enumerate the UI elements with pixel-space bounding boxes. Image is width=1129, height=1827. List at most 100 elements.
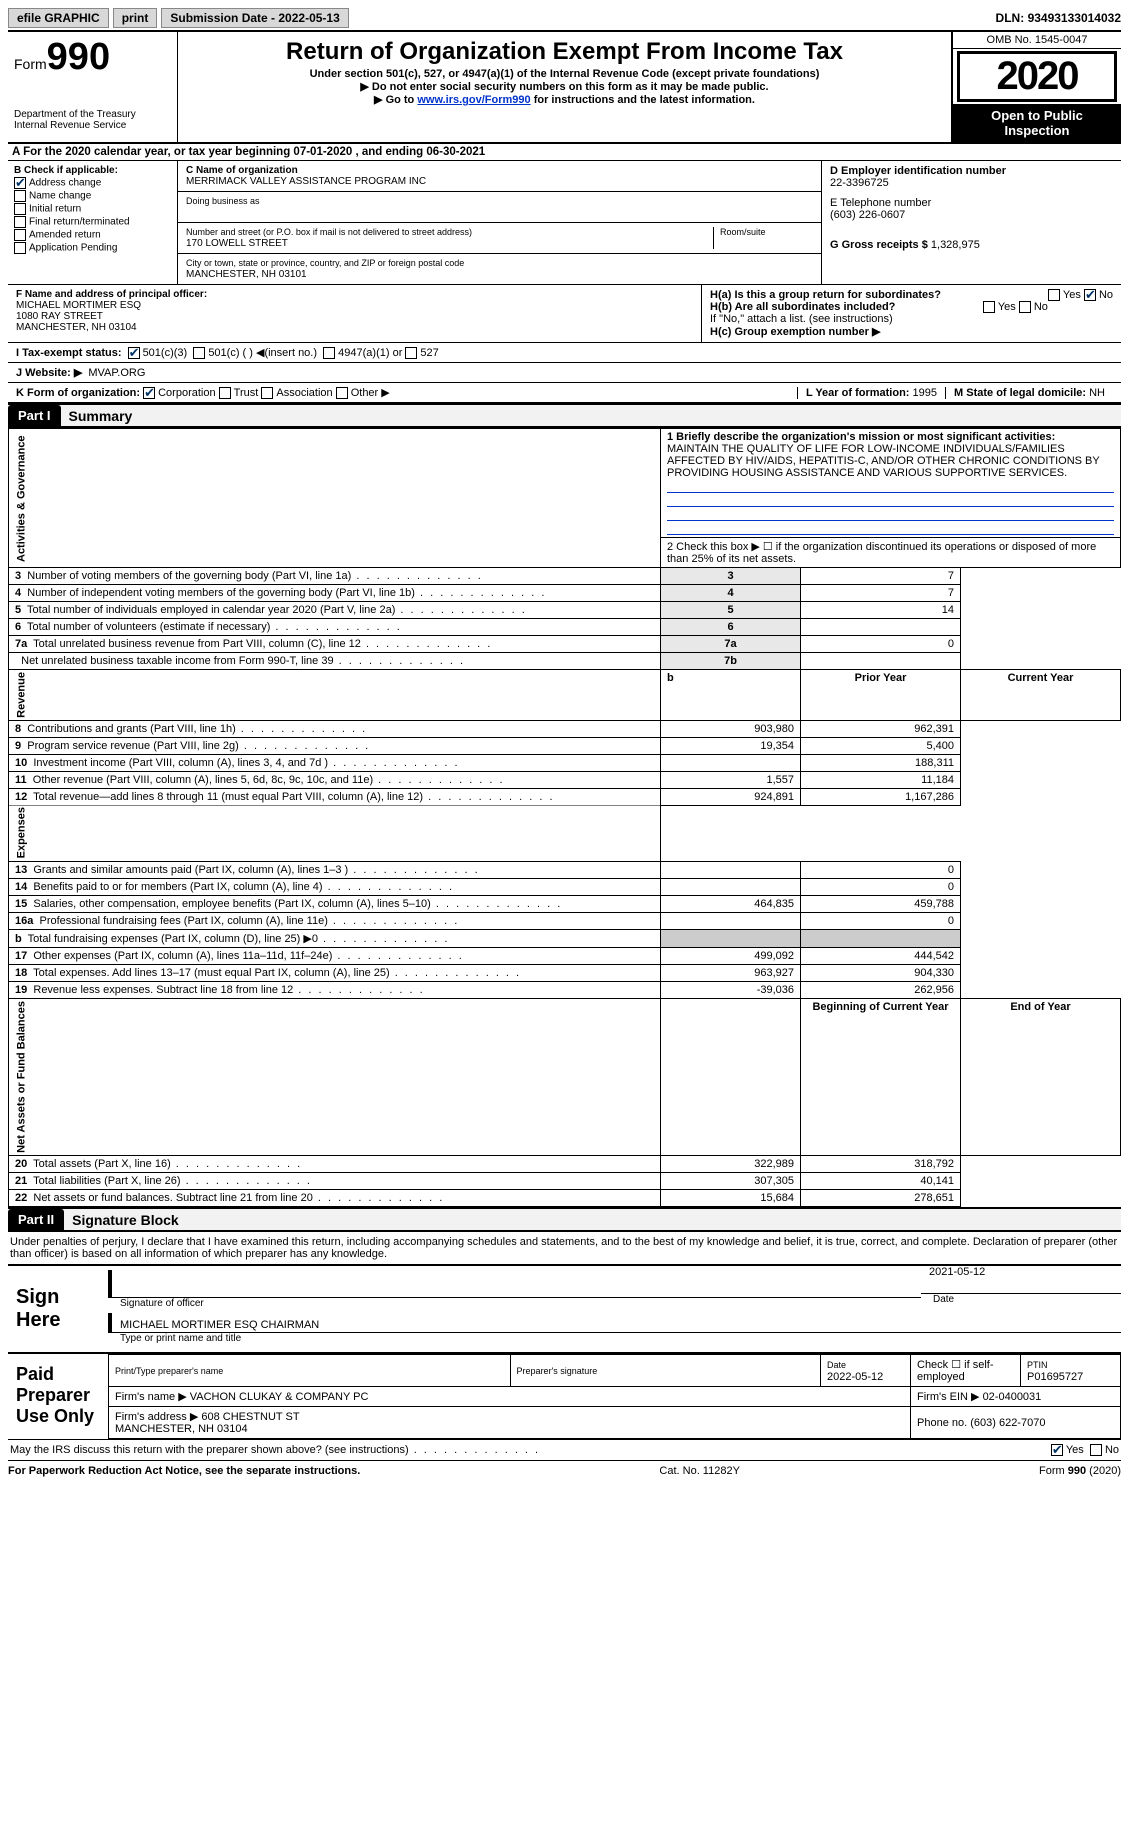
form-header: Form990 Department of the Treasury Inter… (8, 32, 1121, 144)
table-row: 13 Grants and similar amounts paid (Part… (9, 862, 1121, 879)
form-subtitle-2: ▶ Do not enter social security numbers o… (186, 80, 943, 93)
table-row: 9 Program service revenue (Part VIII, li… (9, 737, 1121, 754)
table-row: 6 Total number of volunteers (estimate i… (9, 619, 1121, 636)
firm-name: VACHON CLUKAY & COMPANY PC (190, 1391, 369, 1403)
form-subtitle-3: ▶ Go to www.irs.gov/Form990 for instruct… (186, 93, 943, 106)
cb-final-return[interactable]: Final return/terminated (14, 216, 171, 228)
table-row: 15 Salaries, other compensation, employe… (9, 896, 1121, 913)
form-ref: Form 990 (2020) (1039, 1465, 1121, 1477)
table-row: 21 Total liabilities (Part X, line 26) 3… (9, 1173, 1121, 1190)
perjury-declaration: Under penalties of perjury, I declare th… (8, 1232, 1121, 1264)
ha-row: H(a) Is this a group return for subordin… (710, 289, 1113, 301)
sig-date: 2021-05-12 (921, 1266, 1121, 1294)
date-label: Date (921, 1294, 1121, 1305)
phone-label: E Telephone number (830, 197, 1113, 209)
form-org-row: K Form of organization: Corporation Trus… (8, 383, 1121, 403)
cb-amended[interactable]: Amended return (14, 229, 171, 241)
prep-sig-cell: Preparer's signature (510, 1355, 820, 1387)
cb-other[interactable] (336, 387, 348, 399)
col-end-year: End of Year (961, 999, 1121, 1156)
officer-print-name: MICHAEL MORTIMER ESQ CHAIRMAN (108, 1313, 1121, 1333)
line2: 2 Check this box ▶ ☐ if the organization… (661, 538, 1121, 568)
submission-date-badge: Submission Date - 2022-05-13 (161, 8, 348, 28)
cb-name-change[interactable]: Name change (14, 190, 171, 202)
table-row: 14 Benefits paid to or for members (Part… (9, 879, 1121, 896)
entity-header-block: B Check if applicable: Address change Na… (8, 161, 1121, 285)
hb-row: H(b) Are all subordinates included? Yes … (710, 301, 1113, 313)
dln-label: DLN: (996, 11, 1025, 25)
cat-no: Cat. No. 11282Y (659, 1465, 740, 1477)
table-row: 19 Revenue less expenses. Subtract line … (9, 982, 1121, 999)
ein-label: D Employer identification number (830, 165, 1113, 177)
table-row: b Total fundraising expenses (Part IX, c… (9, 930, 1121, 948)
cb-address-change[interactable]: Address change (14, 177, 171, 189)
cb-app-pending[interactable]: Application Pending (14, 242, 171, 254)
sign-here-label: Sign Here (8, 1266, 108, 1352)
cb-501c3[interactable] (128, 347, 140, 359)
principal-officer-label: F Name and address of principal officer: (16, 289, 207, 300)
cb-4947[interactable] (323, 347, 335, 359)
open-to-public: Open to Public Inspection (953, 104, 1121, 142)
officer-addr2: MANCHESTER, NH 03104 (16, 322, 137, 333)
cb-initial-return[interactable]: Initial return (14, 203, 171, 215)
table-row: 22 Net assets or fund balances. Subtract… (9, 1190, 1121, 1207)
cb-501c[interactable] (193, 347, 205, 359)
tax-exempt-row: I Tax-exempt status: 501(c)(3) 501(c) ( … (8, 343, 1121, 363)
table-row: 11 Other revenue (Part VIII, column (A),… (9, 771, 1121, 788)
cb-discuss-yes[interactable] (1051, 1444, 1063, 1456)
gross-receipts-label: G Gross receipts $ (830, 239, 928, 251)
preparer-table: Print/Type preparer's name Preparer's si… (108, 1354, 1121, 1439)
col-prior-year: Prior Year (801, 670, 961, 721)
discuss-row: May the IRS discuss this return with the… (8, 1439, 1121, 1460)
cb-527[interactable] (405, 347, 417, 359)
tax-year: 2020 (960, 54, 1114, 99)
city-state-zip: MANCHESTER, NH 03101 (186, 269, 307, 280)
tax-period: A For the 2020 calendar year, or tax yea… (8, 144, 1121, 161)
year-formation: 1995 (913, 387, 937, 399)
col-begin-year: Beginning of Current Year (801, 999, 961, 1156)
cb-discuss-no[interactable] (1090, 1444, 1102, 1456)
officer-addr1: 1080 RAY STREET (16, 311, 103, 322)
form-subtitle-1: Under section 501(c), 527, or 4947(a)(1)… (186, 68, 943, 80)
print-button[interactable]: print (113, 8, 158, 28)
table-row: 4 Number of independent voting members o… (9, 585, 1121, 602)
dba-label: Doing business as (186, 196, 260, 206)
table-row: 12 Total revenue—add lines 8 through 11 … (9, 788, 1121, 805)
sidelabel-governance: Activities & Governance (9, 429, 661, 568)
form-number: Form990 (14, 36, 171, 79)
top-toolbar: efile GRAPHIC print Submission Date - 20… (8, 8, 1121, 28)
cb-trust[interactable] (219, 387, 231, 399)
irs-link[interactable]: www.irs.gov/Form990 (417, 94, 530, 106)
officer-name: MICHAEL MORTIMER ESQ (16, 300, 141, 311)
part1-header: Part I Summary (8, 403, 1121, 428)
hc-row: H(c) Group exemption number ▶ (710, 325, 1113, 338)
checkbox-section-label: B Check if applicable: (14, 165, 171, 176)
table-row: 5 Total number of individuals employed i… (9, 602, 1121, 619)
dln-field: DLN: 93493133014032 (996, 11, 1121, 25)
part2-header: Part II Signature Block (8, 1207, 1121, 1232)
gross-receipts-value: 1,328,975 (931, 239, 980, 251)
table-row: 16a Professional fundraising fees (Part … (9, 913, 1121, 930)
signature-block: Sign Here Signature of officer 2021-05-1… (8, 1264, 1121, 1352)
cb-corp[interactable] (143, 387, 155, 399)
form-title: Return of Organization Exempt From Incom… (186, 38, 943, 66)
cb-assoc[interactable] (261, 387, 273, 399)
dept-treasury: Department of the Treasury Internal Reve… (14, 109, 171, 131)
sig-officer-label: Signature of officer (108, 1298, 921, 1309)
efile-button[interactable]: efile GRAPHIC (8, 8, 109, 28)
website-value: MVAP.ORG (88, 367, 145, 379)
hb-note: If "No," attach a list. (see instruction… (710, 313, 1113, 325)
website-row: J Website: ▶ MVAP.ORG (8, 363, 1121, 383)
omb-number: OMB No. 1545-0047 (953, 32, 1121, 49)
street-address: 170 LOWELL STREET (186, 238, 288, 249)
table-row: Net unrelated business taxable income fr… (9, 653, 1121, 670)
ptin-value: P01695727 (1027, 1371, 1083, 1383)
org-name: MERRIMACK VALLEY ASSISTANCE PROGRAM INC (186, 176, 426, 187)
state-domicile: NH (1089, 387, 1105, 399)
ein-value: 22-3396725 (830, 177, 1113, 189)
firm-ein: 02-0400031 (983, 1391, 1042, 1403)
table-row: 10 Investment income (Part VIII, column … (9, 754, 1121, 771)
col-current-year: Current Year (961, 670, 1121, 721)
table-row: 7a Total unrelated business revenue from… (9, 636, 1121, 653)
city-label: City or town, state or province, country… (186, 258, 464, 268)
